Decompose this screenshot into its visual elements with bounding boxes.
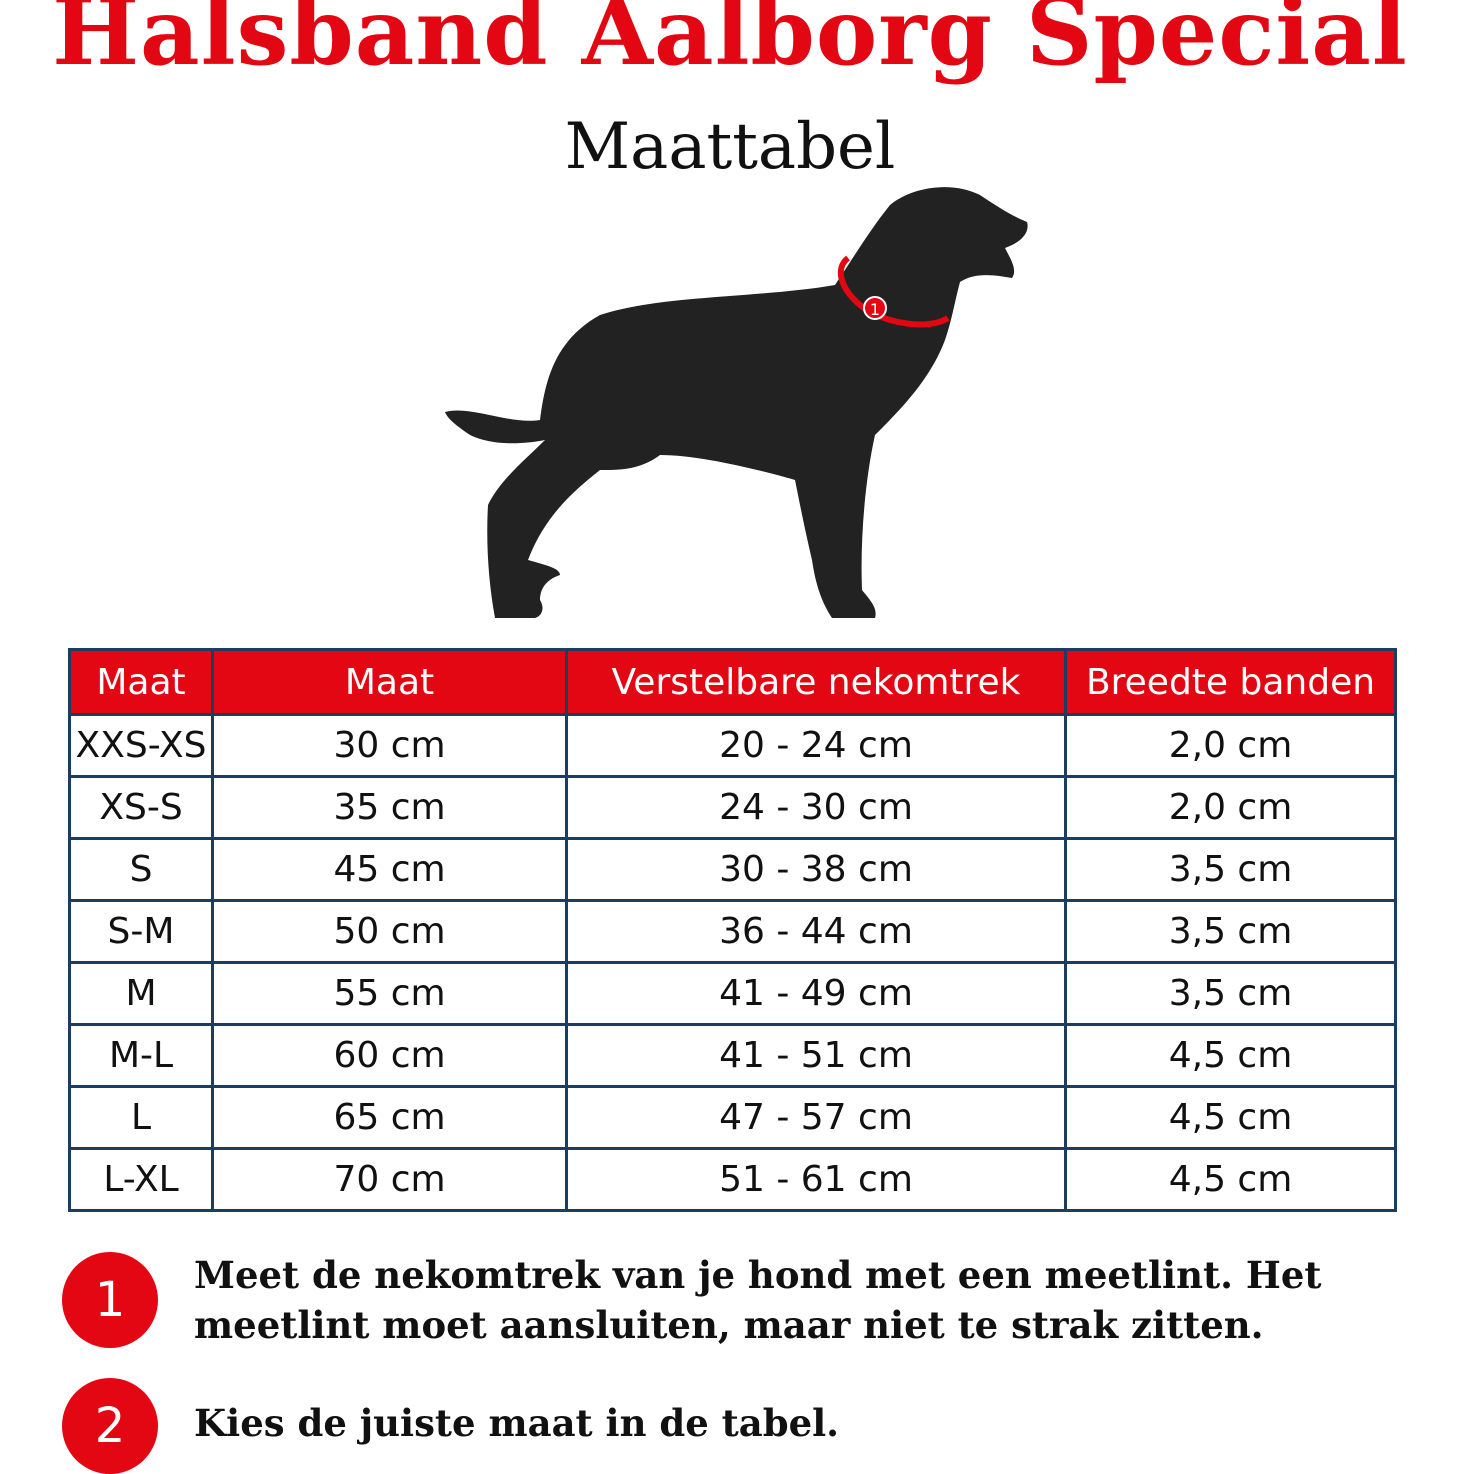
table-row: XXS-XS 30 cm 20 - 24 cm 2,0 cm — [68, 713, 1397, 778]
cell-size: S-M — [68, 899, 214, 964]
cell-length: 50 cm — [211, 899, 568, 964]
cell-band-width: 4,5 cm — [1064, 1023, 1397, 1088]
cell-length: 30 cm — [211, 713, 568, 778]
table-row: XS-S 35 cm 24 - 30 cm 2,0 cm — [68, 775, 1397, 840]
cell-length: 35 cm — [211, 775, 568, 840]
cell-neck-range: 51 - 61 cm — [565, 1147, 1067, 1212]
table-row: L-XL 70 cm 51 - 61 cm 4,5 cm — [68, 1147, 1397, 1212]
dog-silhouette-icon: 1 — [445, 187, 1028, 618]
table-header-row: Maat Maat Verstelbare nekomtrek Breedte … — [68, 648, 1397, 716]
cell-size: S — [68, 837, 214, 902]
cell-band-width: 2,0 cm — [1064, 775, 1397, 840]
cell-neck-range: 24 - 30 cm — [565, 775, 1067, 840]
cell-neck-range: 41 - 49 cm — [565, 961, 1067, 1026]
cell-band-width: 4,5 cm — [1064, 1085, 1397, 1150]
cell-band-width: 2,0 cm — [1064, 713, 1397, 778]
cell-band-width: 3,5 cm — [1064, 837, 1397, 902]
header-size: Maat — [68, 648, 214, 716]
dog-body — [445, 187, 1028, 618]
collar-marker-badge — [863, 296, 887, 320]
step-2-badge: 2 — [62, 1378, 158, 1474]
size-table: Maat Maat Verstelbare nekomtrek Breedte … — [68, 648, 1397, 1212]
collar-marker-ring — [837, 255, 950, 328]
header-neck-range: Verstelbare nekomtrek — [565, 648, 1067, 716]
cell-size: M-L — [68, 1023, 214, 1088]
collar-marker-number: 1 — [870, 300, 880, 319]
cell-neck-range: 30 - 38 cm — [565, 837, 1067, 902]
table-row: S-M 50 cm 36 - 44 cm 3,5 cm — [68, 899, 1397, 964]
header-size-length: Maat — [211, 648, 568, 716]
cell-size: XXS-XS — [68, 713, 214, 778]
cell-band-width: 4,5 cm — [1064, 1147, 1397, 1212]
cell-size: L-XL — [68, 1147, 214, 1212]
cell-band-width: 3,5 cm — [1064, 899, 1397, 964]
cell-length: 65 cm — [211, 1085, 568, 1150]
cell-size: M — [68, 961, 214, 1026]
step-2-text: Kies de juiste maat in de tabel. — [194, 1401, 840, 1445]
cell-neck-range: 20 - 24 cm — [565, 713, 1067, 778]
cell-size: XS-S — [68, 775, 214, 840]
cell-neck-range: 36 - 44 cm — [565, 899, 1067, 964]
table-row: L 65 cm 47 - 57 cm 4,5 cm — [68, 1085, 1397, 1150]
cell-length: 45 cm — [211, 837, 568, 902]
cell-length: 70 cm — [211, 1147, 568, 1212]
page-subtitle: Maattabel — [564, 110, 896, 184]
page-title: Halsband Aalborg Special — [52, 0, 1408, 86]
step-1-badge: 1 — [62, 1252, 158, 1348]
table-row: M 55 cm 41 - 49 cm 3,5 cm — [68, 961, 1397, 1026]
cell-neck-range: 47 - 57 cm — [565, 1085, 1067, 1150]
table-row: S 45 cm 30 - 38 cm 3,5 cm — [68, 837, 1397, 902]
cell-length: 55 cm — [211, 961, 568, 1026]
step-1-text: Meet de nekomtrek van je hond met een me… — [194, 1253, 1322, 1347]
cell-band-width: 3,5 cm — [1064, 961, 1397, 1026]
cell-length: 60 cm — [211, 1023, 568, 1088]
header-band-width: Breedte banden — [1064, 648, 1397, 716]
cell-neck-range: 41 - 51 cm — [565, 1023, 1067, 1088]
cell-size: L — [68, 1085, 214, 1150]
table-row: M-L 60 cm 41 - 51 cm 4,5 cm — [68, 1023, 1397, 1088]
